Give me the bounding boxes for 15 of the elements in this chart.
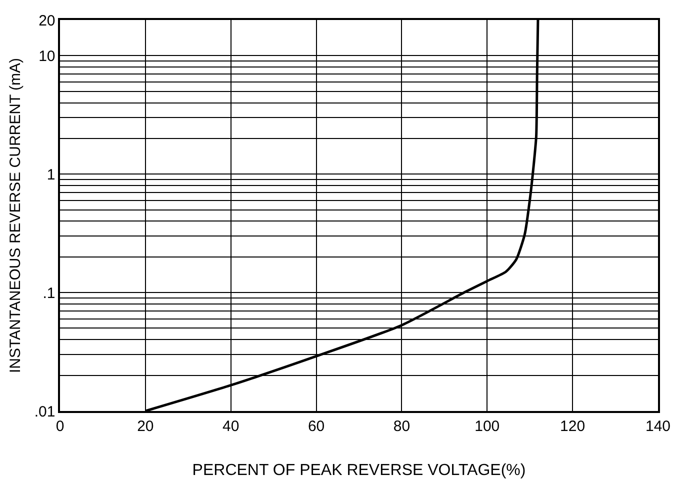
x-axis-title: PERCENT OF PEAK REVERSE VOLTAGE(%) [192,462,526,479]
x-tick-label: 40 [222,418,240,435]
y-tick-label: .1 [42,284,56,302]
x-tick-label: 120 [560,418,586,435]
x-tick-label: 0 [56,418,64,435]
x-tick-label: 100 [474,418,500,435]
y-tick-label: .01 [34,403,56,420]
y-tick-label: 10 [38,48,56,65]
x-tick-label: 80 [393,418,410,435]
y-tick-label: 1 [46,166,56,184]
x-tick-label: 20 [137,418,154,435]
x-tick-label: 140 [645,418,671,435]
y-axis-title: INSTANTANEOUS REVERSE CURRENT (mA) [7,58,24,374]
x-tick-label: 60 [308,418,325,435]
y-tick-label: 20 [38,12,56,30]
